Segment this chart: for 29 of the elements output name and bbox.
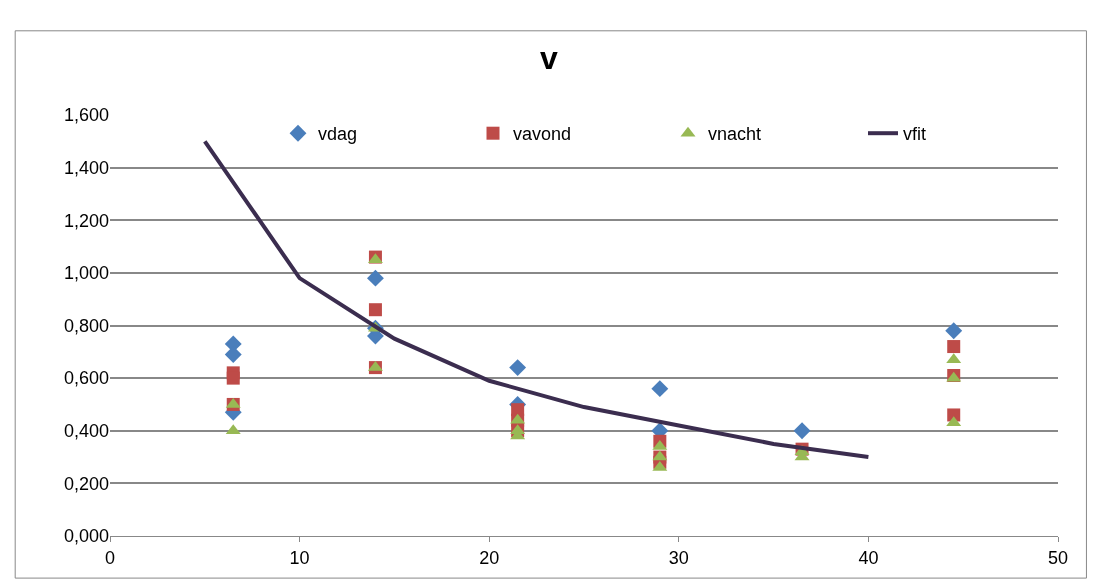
chart-title: v bbox=[540, 39, 559, 76]
legend-label: vfit bbox=[903, 124, 927, 145]
legend-label: vdag bbox=[318, 124, 358, 145]
x-tick-label: 20 bbox=[479, 547, 500, 568]
y-tick-label: 0,200 bbox=[63, 473, 109, 494]
x-tick-label: 30 bbox=[668, 547, 689, 568]
y-tick-label: 1,200 bbox=[63, 210, 109, 231]
y-tick-label: 0,000 bbox=[63, 526, 109, 547]
point bbox=[226, 371, 240, 385]
x-tick-label: 40 bbox=[858, 547, 879, 568]
y-tick-label: 1,000 bbox=[63, 263, 109, 284]
y-tick-label: 0,800 bbox=[63, 315, 109, 336]
legend-label: vavond bbox=[513, 124, 572, 145]
y-tick-label: 0,400 bbox=[63, 421, 109, 442]
point bbox=[947, 340, 961, 354]
point bbox=[368, 303, 382, 317]
point bbox=[651, 380, 669, 398]
point bbox=[945, 322, 963, 340]
legend-label: vnacht bbox=[708, 124, 762, 145]
x-tick-label: 50 bbox=[1047, 547, 1069, 568]
y-tick-label: 0,600 bbox=[63, 368, 109, 389]
point bbox=[793, 422, 811, 440]
y-tick-label: 1,600 bbox=[63, 105, 109, 126]
point bbox=[366, 269, 384, 287]
x-tick-label: 10 bbox=[289, 547, 310, 568]
point bbox=[509, 359, 527, 377]
y-tick-label: 1,400 bbox=[63, 157, 109, 178]
x-tick-label: 0 bbox=[104, 547, 116, 568]
point bbox=[947, 408, 961, 422]
